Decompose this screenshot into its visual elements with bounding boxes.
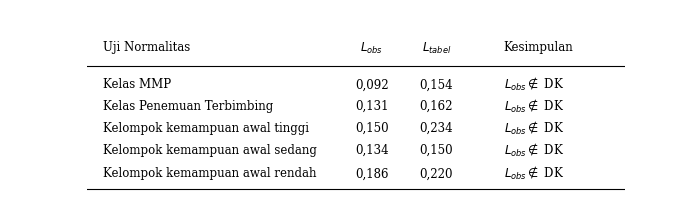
Text: 0,162: 0,162 xyxy=(420,100,453,113)
Text: Kelompok kemampuan awal tinggi: Kelompok kemampuan awal tinggi xyxy=(103,122,309,135)
Text: 0,234: 0,234 xyxy=(420,122,453,135)
Text: 0,186: 0,186 xyxy=(355,167,389,180)
Text: Kesimpulan: Kesimpulan xyxy=(504,41,573,54)
Text: 0,131: 0,131 xyxy=(355,100,389,113)
Text: 0,134: 0,134 xyxy=(355,144,389,157)
Text: 0,150: 0,150 xyxy=(420,144,453,157)
Text: Kelas Penemuan Terbimbing: Kelas Penemuan Terbimbing xyxy=(103,100,273,113)
Text: Kelompok kemampuan awal rendah: Kelompok kemampuan awal rendah xyxy=(103,167,316,180)
Text: $L_{obs}\notin$ DK: $L_{obs}\notin$ DK xyxy=(504,98,564,115)
Text: $L_{obs}\notin$ DK: $L_{obs}\notin$ DK xyxy=(504,120,564,137)
Text: Kelas MMP: Kelas MMP xyxy=(103,78,171,91)
Text: Kelompok kemampuan awal sedang: Kelompok kemampuan awal sedang xyxy=(103,144,316,157)
Text: $L_{obs}$: $L_{obs}$ xyxy=(360,40,383,56)
Text: 0,220: 0,220 xyxy=(420,167,453,180)
Text: 0,092: 0,092 xyxy=(355,78,389,91)
Text: 0,154: 0,154 xyxy=(420,78,453,91)
Text: Uji Normalitas: Uji Normalitas xyxy=(103,41,190,54)
Text: $L_{obs}\notin$ DK: $L_{obs}\notin$ DK xyxy=(504,76,564,94)
Text: $L_{obs}\notin$ DK: $L_{obs}\notin$ DK xyxy=(504,165,564,182)
Text: $L_{obs}\notin$ DK: $L_{obs}\notin$ DK xyxy=(504,142,564,159)
Text: $L_{tabel}$: $L_{tabel}$ xyxy=(422,40,451,56)
Text: 0,150: 0,150 xyxy=(355,122,389,135)
